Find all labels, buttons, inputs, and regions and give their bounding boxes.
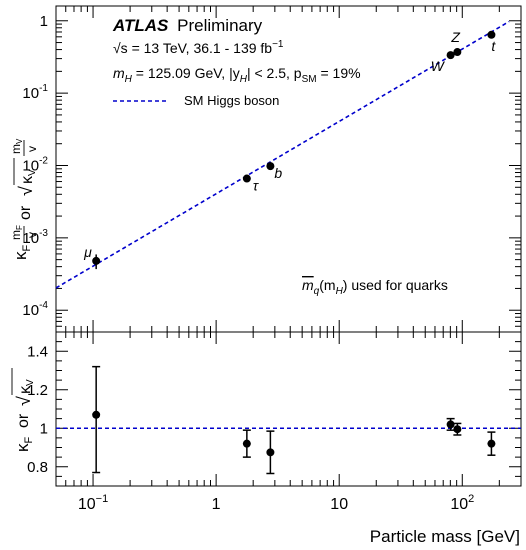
top-y-tick-label: 10-1: [22, 83, 48, 102]
bottom-x-ticks: 10−1 1 10 102: [55, 332, 522, 513]
top-y-tick-label: 10-4: [22, 300, 48, 319]
top-point-t: [487, 30, 496, 39]
x-axis-label: Particle mass [GeV]: [370, 527, 520, 546]
x-tick-label: 10−1: [78, 493, 108, 513]
bottom-point: [266, 448, 275, 457]
point-label: W: [431, 58, 446, 74]
bottom-y-axis-label: κF or √ κV: [11, 368, 36, 453]
ylabel-frac-num-f: m: [9, 230, 23, 240]
top-point-W: [446, 51, 455, 60]
bottom-data-points: [92, 365, 496, 475]
top-point-Z: [453, 48, 462, 57]
ylabel-frac-den-v: v: [25, 146, 39, 152]
top-data-points: μ τb WZt: [83, 29, 496, 270]
bottom-y-ticks: 0.8 1 1.2 1.4: [27, 331, 521, 487]
bot-ylabel-kappa-v: κ: [17, 385, 34, 394]
svg-text:κV: κV: [19, 169, 38, 184]
bottom-point: [242, 439, 251, 448]
x-tick-label: 10: [330, 496, 348, 513]
svg-text:κF: κF: [13, 437, 35, 453]
atlas-label: ATLAS Preliminary: [112, 16, 263, 35]
bot-ylabel-or: or: [15, 413, 32, 428]
bottom-point: [453, 425, 462, 434]
svg-text:mF: mF: [9, 225, 24, 240]
bottom-point: [446, 420, 455, 429]
top-point-τ: [242, 174, 251, 183]
top-y-axis-label: κF mF v or √ κV mV v: [9, 138, 39, 260]
ylabel-sqrt: √: [16, 186, 36, 196]
bot-ylabel-v-sub: V: [25, 379, 36, 386]
bot-ylabel-f-sub: F: [23, 437, 35, 444]
point-label: t: [491, 38, 496, 54]
bottom-y-tick-label: 1.4: [27, 343, 48, 360]
point-label: μ: [83, 244, 92, 260]
quark-mass-note: mq(mH) used for quarks: [302, 277, 448, 297]
top-y-ticks: 10-4 10-3 10-2 10-1 1: [22, 13, 521, 333]
ylabel-frac-num-f-sub: F: [15, 225, 24, 230]
sm-higgs-line: [55, 20, 510, 289]
higgs-mass-label: mH = 125.09 GeV, |yH| < 2.5, pSM = 19%: [113, 65, 361, 85]
top-y-tick-label: 10-3: [22, 228, 48, 247]
bottom-panel-frame: [55, 331, 522, 487]
ylabel-kappa-f: κ: [11, 251, 30, 260]
top-point-μ: [92, 256, 101, 265]
ylabel-frac-num-v: m: [9, 144, 23, 154]
ylabel-or: or: [17, 205, 34, 220]
top-y-tick-label: 1: [40, 13, 48, 30]
svg-text:κV: κV: [17, 379, 36, 394]
ylabel-kappa-v: κ: [19, 175, 36, 184]
bottom-point: [92, 410, 101, 419]
top-x-ticks: [55, 6, 522, 332]
x-tick-label: 1: [212, 496, 221, 513]
energy-lumi-label: √s = 13 TeV, 36.1 - 139 fb−1: [113, 39, 284, 56]
ylabel-frac-num-v-sub: V: [15, 138, 24, 144]
ylabel-kappa-v-sub: V: [27, 169, 38, 176]
ylabel-frac-den-f: v: [25, 232, 39, 238]
ylabel-kappa-f-sub: F: [21, 245, 33, 252]
svg-text:mV: mV: [9, 138, 24, 154]
bot-ylabel-sqrt: √: [14, 396, 34, 406]
point-label: Z: [450, 29, 460, 45]
bottom-y-tick-label: 1: [40, 420, 48, 437]
bottom-point: [487, 439, 496, 448]
x-tick-label: 102: [450, 493, 474, 513]
bottom-y-tick-label: 1.2: [27, 382, 48, 399]
legend-sm-label: SM Higgs boson: [184, 93, 279, 108]
bot-ylabel-kappa-f: κ: [13, 443, 32, 452]
point-label: τ: [253, 178, 259, 194]
svg-text:κF: κF: [11, 245, 33, 261]
top-point-b: [266, 162, 275, 171]
top-y-tick-label: 10-2: [22, 155, 48, 174]
bottom-y-tick-label: 0.8: [27, 459, 48, 476]
point-label: b: [274, 165, 282, 181]
